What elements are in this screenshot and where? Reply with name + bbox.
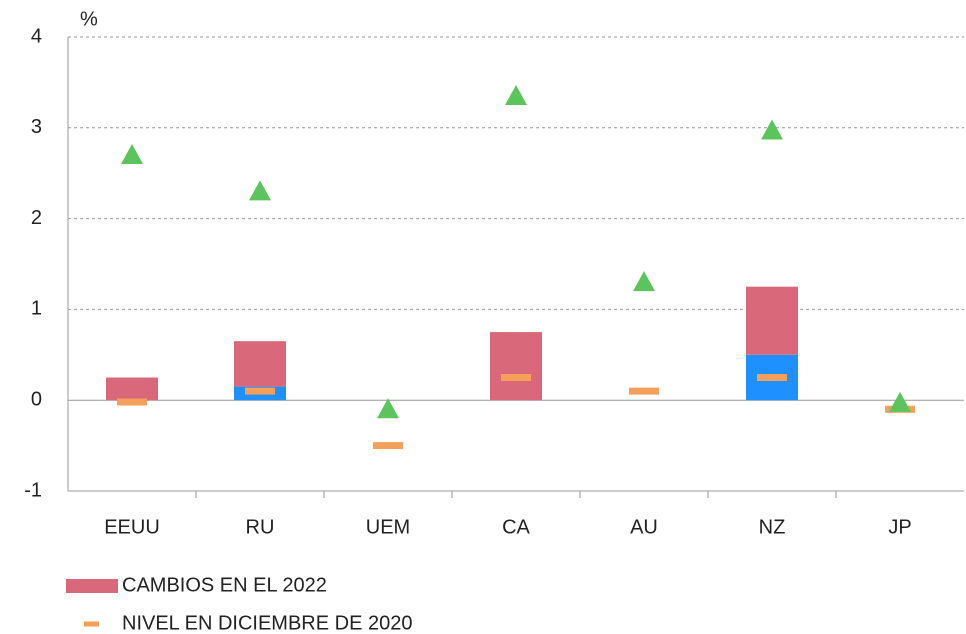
level-marker: [245, 387, 275, 395]
level-marker: [757, 374, 787, 381]
triangle-marker: [761, 119, 783, 140]
x-tick-label: RU: [246, 516, 275, 538]
x-tick-label: UEM: [366, 516, 410, 538]
triangle-marker: [505, 85, 527, 106]
triangle-marker: [377, 398, 399, 419]
x-tick-label: AU: [630, 516, 658, 538]
level-marker: [629, 387, 659, 395]
legend-label: NIVEL EN DICIEMBRE DE 2020: [122, 612, 412, 634]
triangle-marker: [121, 144, 143, 165]
y-tick-label: 3: [31, 116, 42, 138]
y-tick-label: 4: [31, 25, 42, 47]
level-marker: [373, 442, 403, 450]
bar-segment: [490, 332, 542, 401]
legend-label: CAMBIOS EN EL 2022: [122, 574, 327, 596]
legend-swatch: [66, 579, 118, 593]
x-tick-label: CA: [502, 516, 530, 538]
y-tick-label: 2: [31, 207, 42, 229]
triangle-marker: [633, 271, 655, 292]
x-tick-label: NZ: [759, 516, 786, 538]
y-unit: %: [80, 8, 98, 30]
bar-segment: [106, 377, 158, 401]
y-tick-label: -1: [24, 479, 42, 501]
x-tick-label: JP: [888, 516, 911, 538]
y-tick-label: 0: [31, 388, 42, 410]
bar-segment: [234, 341, 286, 387]
y-tick-label: 1: [31, 298, 42, 320]
legend-swatch: [84, 621, 99, 627]
triangle-marker: [889, 391, 911, 412]
level-marker: [501, 374, 531, 381]
triangle-marker: [249, 180, 271, 201]
x-tick-label: EEUU: [104, 516, 160, 538]
level-marker: [117, 398, 147, 406]
bar-segment: [746, 286, 798, 355]
